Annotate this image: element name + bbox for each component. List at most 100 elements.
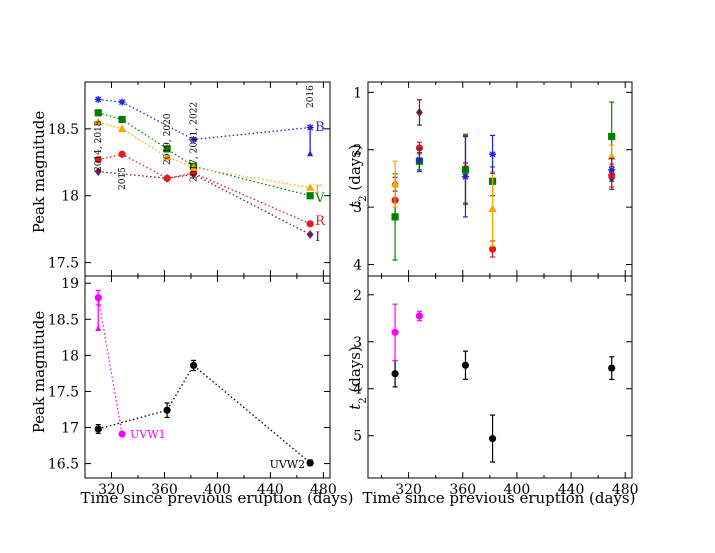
data-point bbox=[189, 361, 198, 370]
series-UVW2 bbox=[391, 350, 616, 463]
series-UVW2 bbox=[94, 359, 314, 467]
y-tick-label: 18.5 bbox=[48, 122, 79, 138]
x-tick-label: 440 bbox=[257, 482, 284, 498]
data-point bbox=[118, 115, 126, 124]
ylabel-top-left: Peak magnitude bbox=[30, 111, 48, 234]
x-tick-label: 400 bbox=[204, 482, 231, 498]
data-point bbox=[94, 117, 103, 126]
y-tick-label: 17.5 bbox=[48, 256, 79, 272]
data-point bbox=[163, 145, 171, 153]
series-line bbox=[98, 112, 311, 197]
data-point bbox=[118, 150, 126, 158]
data-point bbox=[163, 406, 171, 414]
xlabel-bottom-left: Time since previous eruption (days) bbox=[81, 489, 354, 507]
panel-bottom-left: 320 360 400 440 480 16.5 17 17.5 18 18.5 19 bbox=[48, 275, 337, 498]
data-point bbox=[489, 150, 497, 158]
data-point bbox=[306, 220, 314, 228]
year-annotation: 2015 bbox=[118, 167, 128, 190]
year-annotation: 2014, 2018 bbox=[94, 120, 104, 172]
data-point bbox=[94, 425, 102, 433]
series-label-V: V bbox=[314, 191, 325, 206]
series-r bbox=[390, 144, 616, 247]
data-point bbox=[416, 108, 423, 117]
y-tick-label: 1 bbox=[353, 85, 362, 101]
data-point bbox=[306, 192, 314, 200]
y-tick-label: 17 bbox=[61, 421, 79, 437]
series-line bbox=[98, 153, 311, 225]
series-line bbox=[98, 364, 311, 464]
year-annotation: 2017, 2021, 2022 bbox=[190, 102, 200, 182]
xlabel-bottom-right: Time since previous eruption (days) bbox=[363, 489, 636, 507]
data-point bbox=[461, 173, 469, 181]
y-tick-label: 4 bbox=[353, 258, 362, 274]
ylabel-bottom-right: t2 (days) bbox=[346, 346, 369, 410]
data-point bbox=[608, 166, 616, 174]
data-point bbox=[163, 174, 171, 182]
data-point bbox=[608, 364, 616, 372]
series-V bbox=[391, 101, 616, 261]
data-point bbox=[415, 312, 424, 320]
data-point bbox=[306, 459, 314, 467]
year-annotation: 2016 bbox=[306, 85, 316, 108]
axes-frame bbox=[367, 275, 633, 479]
series-line bbox=[97, 297, 123, 435]
limit-arrowhead bbox=[307, 150, 314, 157]
limit-arrowhead bbox=[95, 325, 102, 332]
data-point bbox=[391, 213, 399, 221]
data-point bbox=[488, 434, 497, 443]
ylabel-top-right-unit: (days) bbox=[346, 144, 364, 195]
y-tick-label: 18 bbox=[61, 348, 79, 364]
data-point bbox=[189, 169, 198, 177]
y-tick-label: 3 bbox=[353, 200, 362, 216]
x-tick-label: 400 bbox=[504, 482, 531, 498]
data-point bbox=[162, 152, 172, 161]
data-point bbox=[306, 230, 314, 239]
ylabel-top-right: t2 (days) bbox=[346, 144, 369, 208]
data-point bbox=[189, 163, 198, 171]
x-tick-label: 360 bbox=[151, 482, 178, 498]
series-label-I: I bbox=[315, 230, 320, 245]
y-tick-label: 3 bbox=[353, 335, 362, 351]
y-tick-label: 18.5 bbox=[48, 312, 79, 328]
series-label-R: R bbox=[315, 214, 326, 229]
series-line bbox=[98, 121, 311, 189]
series-label-B: B bbox=[315, 120, 325, 135]
data-point bbox=[190, 136, 198, 144]
data-point bbox=[391, 328, 399, 336]
axes-frame bbox=[84, 275, 331, 479]
series-line bbox=[98, 170, 311, 236]
data-point bbox=[488, 245, 497, 253]
y-tick-label: 18 bbox=[61, 189, 79, 205]
series-I bbox=[391, 99, 616, 192]
series-B bbox=[94, 95, 314, 144]
series-line bbox=[98, 98, 311, 141]
data-point bbox=[94, 95, 102, 103]
series-r bbox=[94, 117, 315, 191]
x-tick-label: 320 bbox=[395, 482, 422, 498]
year-annotation: 2019, 2020 bbox=[163, 113, 173, 165]
data-point bbox=[461, 361, 470, 369]
x-tick-label: 360 bbox=[449, 482, 476, 498]
series-label-UVW1: UVW1 bbox=[130, 428, 166, 441]
plot-layer: 17.5 18 18.5 2014, 2018 2015 2019, 2020 2017, … bbox=[48, 81, 639, 498]
y-tick-label: 4 bbox=[353, 382, 362, 398]
axes-frame bbox=[367, 81, 633, 277]
data-point bbox=[488, 204, 497, 213]
x-tick-label: 480 bbox=[310, 482, 337, 498]
series-B bbox=[415, 134, 616, 218]
series-R bbox=[391, 133, 616, 258]
panel-top-left: 17.5 18 18.5 2014, 2018 2015 2019, 2020 2017, … bbox=[48, 81, 331, 277]
data-point bbox=[118, 430, 126, 438]
data-point bbox=[391, 370, 399, 378]
panel-top-right: 1 2 3 4 bbox=[353, 81, 633, 277]
panel-bottom-right: 320 360 400 440 480 2 3 4 5 bbox=[353, 275, 639, 498]
data-point bbox=[94, 167, 102, 177]
series-UVW1 bbox=[94, 289, 126, 438]
data-point bbox=[117, 124, 127, 133]
y-tick-label: 2 bbox=[353, 288, 362, 304]
series-R bbox=[94, 150, 314, 228]
data-point bbox=[305, 183, 315, 191]
y-tick-label: 19 bbox=[61, 276, 79, 292]
x-tick-label: 320 bbox=[98, 482, 125, 498]
